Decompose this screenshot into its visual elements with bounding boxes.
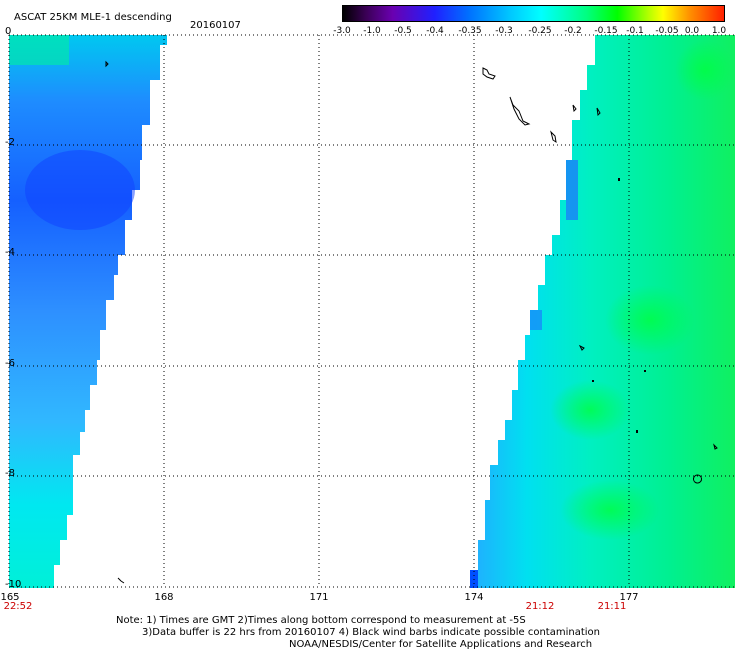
x-tick-label: 174 [464,592,484,603]
colorbar-tick: -3.0 [333,26,351,36]
swath-west [9,35,167,588]
colorbar-tick: 1.0 [711,26,727,36]
colorbar-tick: -0.35 [458,26,482,36]
y-tick-label: -6 [5,358,15,369]
y-tick-label: -8 [5,468,15,479]
swath-east-green [560,480,660,540]
pass-time-label: 21:11 [597,601,627,612]
swath-east-green [675,40,735,100]
swath-east-green [550,380,630,440]
note-line-1: Note: 1) Times are GMT 2)Times along bot… [116,615,526,626]
island-dots [592,178,646,433]
map-date: 20160107 [190,20,241,31]
swath-east-green [605,285,695,355]
colorbar-tick: -0.3 [495,26,513,36]
note-line-2: 3)Data buffer is 22 hrs from 20160107 4)… [142,627,600,638]
colorbar-tick: -0.2 [564,26,582,36]
colorbar-tick: -0.25 [528,26,552,36]
colorbar-labels: -3.0 -1.0 -0.5 -0.4 -0.35 -0.3 -0.25 -0.… [330,26,735,37]
pass-time-label: 21:12 [525,601,555,612]
colorbar-tick: -0.05 [655,26,679,36]
map-title: ASCAT 25KM MLE-1 descending [14,12,172,23]
footnotes: Note: 1) Times are GMT 2)Times along bot… [116,615,600,651]
x-tick-label: 165 [0,592,20,603]
swath-east-blue [566,160,578,220]
y-tick-label: -4 [5,247,15,258]
swath-west-edge [9,35,69,65]
colorbar-tick: -1.0 [363,26,381,36]
colorbar-tick: -0.15 [594,26,618,36]
y-tick-label: -2 [5,137,15,148]
colorbar [342,5,725,22]
swath-east-blue [530,310,542,330]
y-tick-label: -10 [5,579,22,590]
colorbar-tick: -0.5 [394,26,412,36]
swath-east [475,35,735,588]
colorbar-tick: -0.4 [426,26,444,36]
colorbar-tick: 0.0 [684,26,700,36]
x-tick-label: 168 [154,592,174,603]
island-outlines [105,60,718,584]
note-line-3: NOAA/NESDIS/Center for Satellite Applica… [289,639,593,650]
pass-time-label: 22:52 [3,601,33,612]
map-grid [8,34,735,588]
y-tick-label: 0 [5,26,12,37]
colorbar-tick: -0.1 [626,26,644,36]
swath-west-core [25,150,135,230]
x-tick-label: 177 [619,592,639,603]
x-tick-label: 171 [309,592,329,603]
